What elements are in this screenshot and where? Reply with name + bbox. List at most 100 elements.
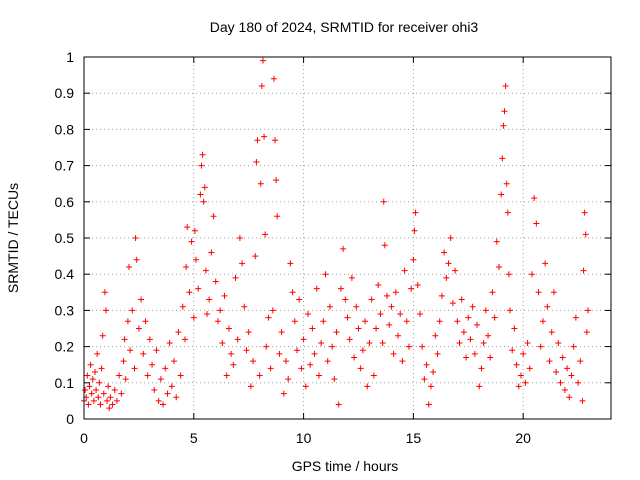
y-tick-label: 0.8 — [55, 121, 75, 137]
data-point — [184, 224, 191, 231]
data-point — [206, 296, 213, 303]
data-point — [467, 336, 474, 343]
y-tick-label: 0.1 — [55, 375, 75, 391]
data-point — [351, 354, 358, 361]
data-point — [203, 311, 210, 318]
data-point — [348, 274, 355, 281]
data-point — [555, 339, 562, 346]
data-point — [411, 227, 418, 234]
data-point — [430, 368, 437, 375]
data-point — [87, 361, 94, 368]
data-points — [81, 57, 591, 412]
data-point — [210, 213, 217, 220]
data-point — [582, 231, 589, 238]
data-point — [247, 383, 254, 390]
x-tick-label: 20 — [515, 430, 531, 446]
data-point — [524, 339, 531, 346]
data-point — [234, 336, 241, 343]
data-point — [380, 198, 387, 205]
data-point — [344, 314, 351, 321]
data-point — [132, 235, 139, 241]
data-point — [416, 311, 423, 318]
data-point — [581, 209, 588, 216]
data-point — [109, 401, 116, 408]
data-point — [482, 307, 489, 314]
data-point — [296, 296, 303, 303]
data-point — [94, 350, 101, 357]
data-point — [93, 387, 100, 394]
data-point — [384, 292, 391, 299]
data-point — [423, 361, 430, 368]
data-point — [155, 397, 162, 404]
data-point — [575, 379, 582, 386]
data-point — [421, 376, 428, 383]
data-point — [95, 394, 102, 401]
data-point — [129, 307, 136, 314]
data-point — [539, 318, 546, 325]
data-point — [335, 401, 342, 408]
data-point — [542, 260, 549, 267]
data-point — [254, 137, 261, 144]
data-point — [377, 311, 384, 318]
data-point — [502, 82, 509, 89]
data-point — [434, 350, 441, 357]
data-point — [583, 329, 590, 336]
data-point — [96, 379, 103, 386]
data-point — [357, 365, 364, 372]
data-point — [550, 289, 557, 296]
data-point — [195, 285, 202, 292]
data-point — [217, 307, 224, 314]
data-point — [197, 191, 204, 198]
data-point — [126, 263, 133, 270]
data-point — [272, 137, 279, 144]
data-point — [157, 376, 164, 383]
data-point — [269, 307, 276, 314]
data-point — [342, 296, 349, 303]
data-point — [146, 336, 153, 343]
data-point — [454, 318, 461, 325]
y-axis-title: SRMTID / TECUs — [5, 183, 21, 293]
data-point — [265, 314, 272, 321]
data-point — [392, 289, 399, 296]
data-point — [432, 332, 439, 339]
data-point — [113, 397, 120, 404]
data-point — [289, 289, 296, 296]
data-point — [287, 260, 294, 267]
data-point — [568, 372, 575, 379]
data-point — [263, 343, 270, 350]
data-point — [219, 339, 226, 346]
data-point — [474, 321, 481, 328]
data-point — [504, 209, 511, 216]
data-point — [553, 368, 560, 375]
data-point — [173, 394, 180, 401]
data-point — [124, 318, 131, 325]
data-point — [463, 354, 470, 361]
data-point — [192, 256, 199, 263]
y-tick-label: 0.6 — [55, 194, 75, 210]
data-point — [208, 249, 215, 256]
data-point — [315, 372, 322, 379]
data-point — [199, 151, 206, 158]
data-point — [515, 383, 522, 390]
data-point — [111, 387, 118, 394]
data-point — [535, 289, 542, 296]
x-tick-label: 15 — [406, 430, 422, 446]
data-point — [414, 282, 421, 289]
data-point — [458, 296, 465, 303]
data-point — [258, 82, 265, 89]
data-point — [452, 267, 459, 274]
data-point — [388, 303, 395, 310]
data-point — [252, 253, 259, 260]
data-point — [177, 372, 184, 379]
data-point — [390, 350, 397, 357]
data-point — [489, 289, 496, 296]
data-point — [131, 365, 138, 372]
data-point — [89, 376, 96, 383]
x-tick-label: 10 — [296, 430, 312, 446]
data-point — [381, 242, 388, 249]
data-point — [273, 177, 280, 184]
data-point — [318, 339, 325, 346]
data-point — [225, 325, 232, 332]
data-point — [309, 325, 316, 332]
data-point — [171, 358, 178, 365]
